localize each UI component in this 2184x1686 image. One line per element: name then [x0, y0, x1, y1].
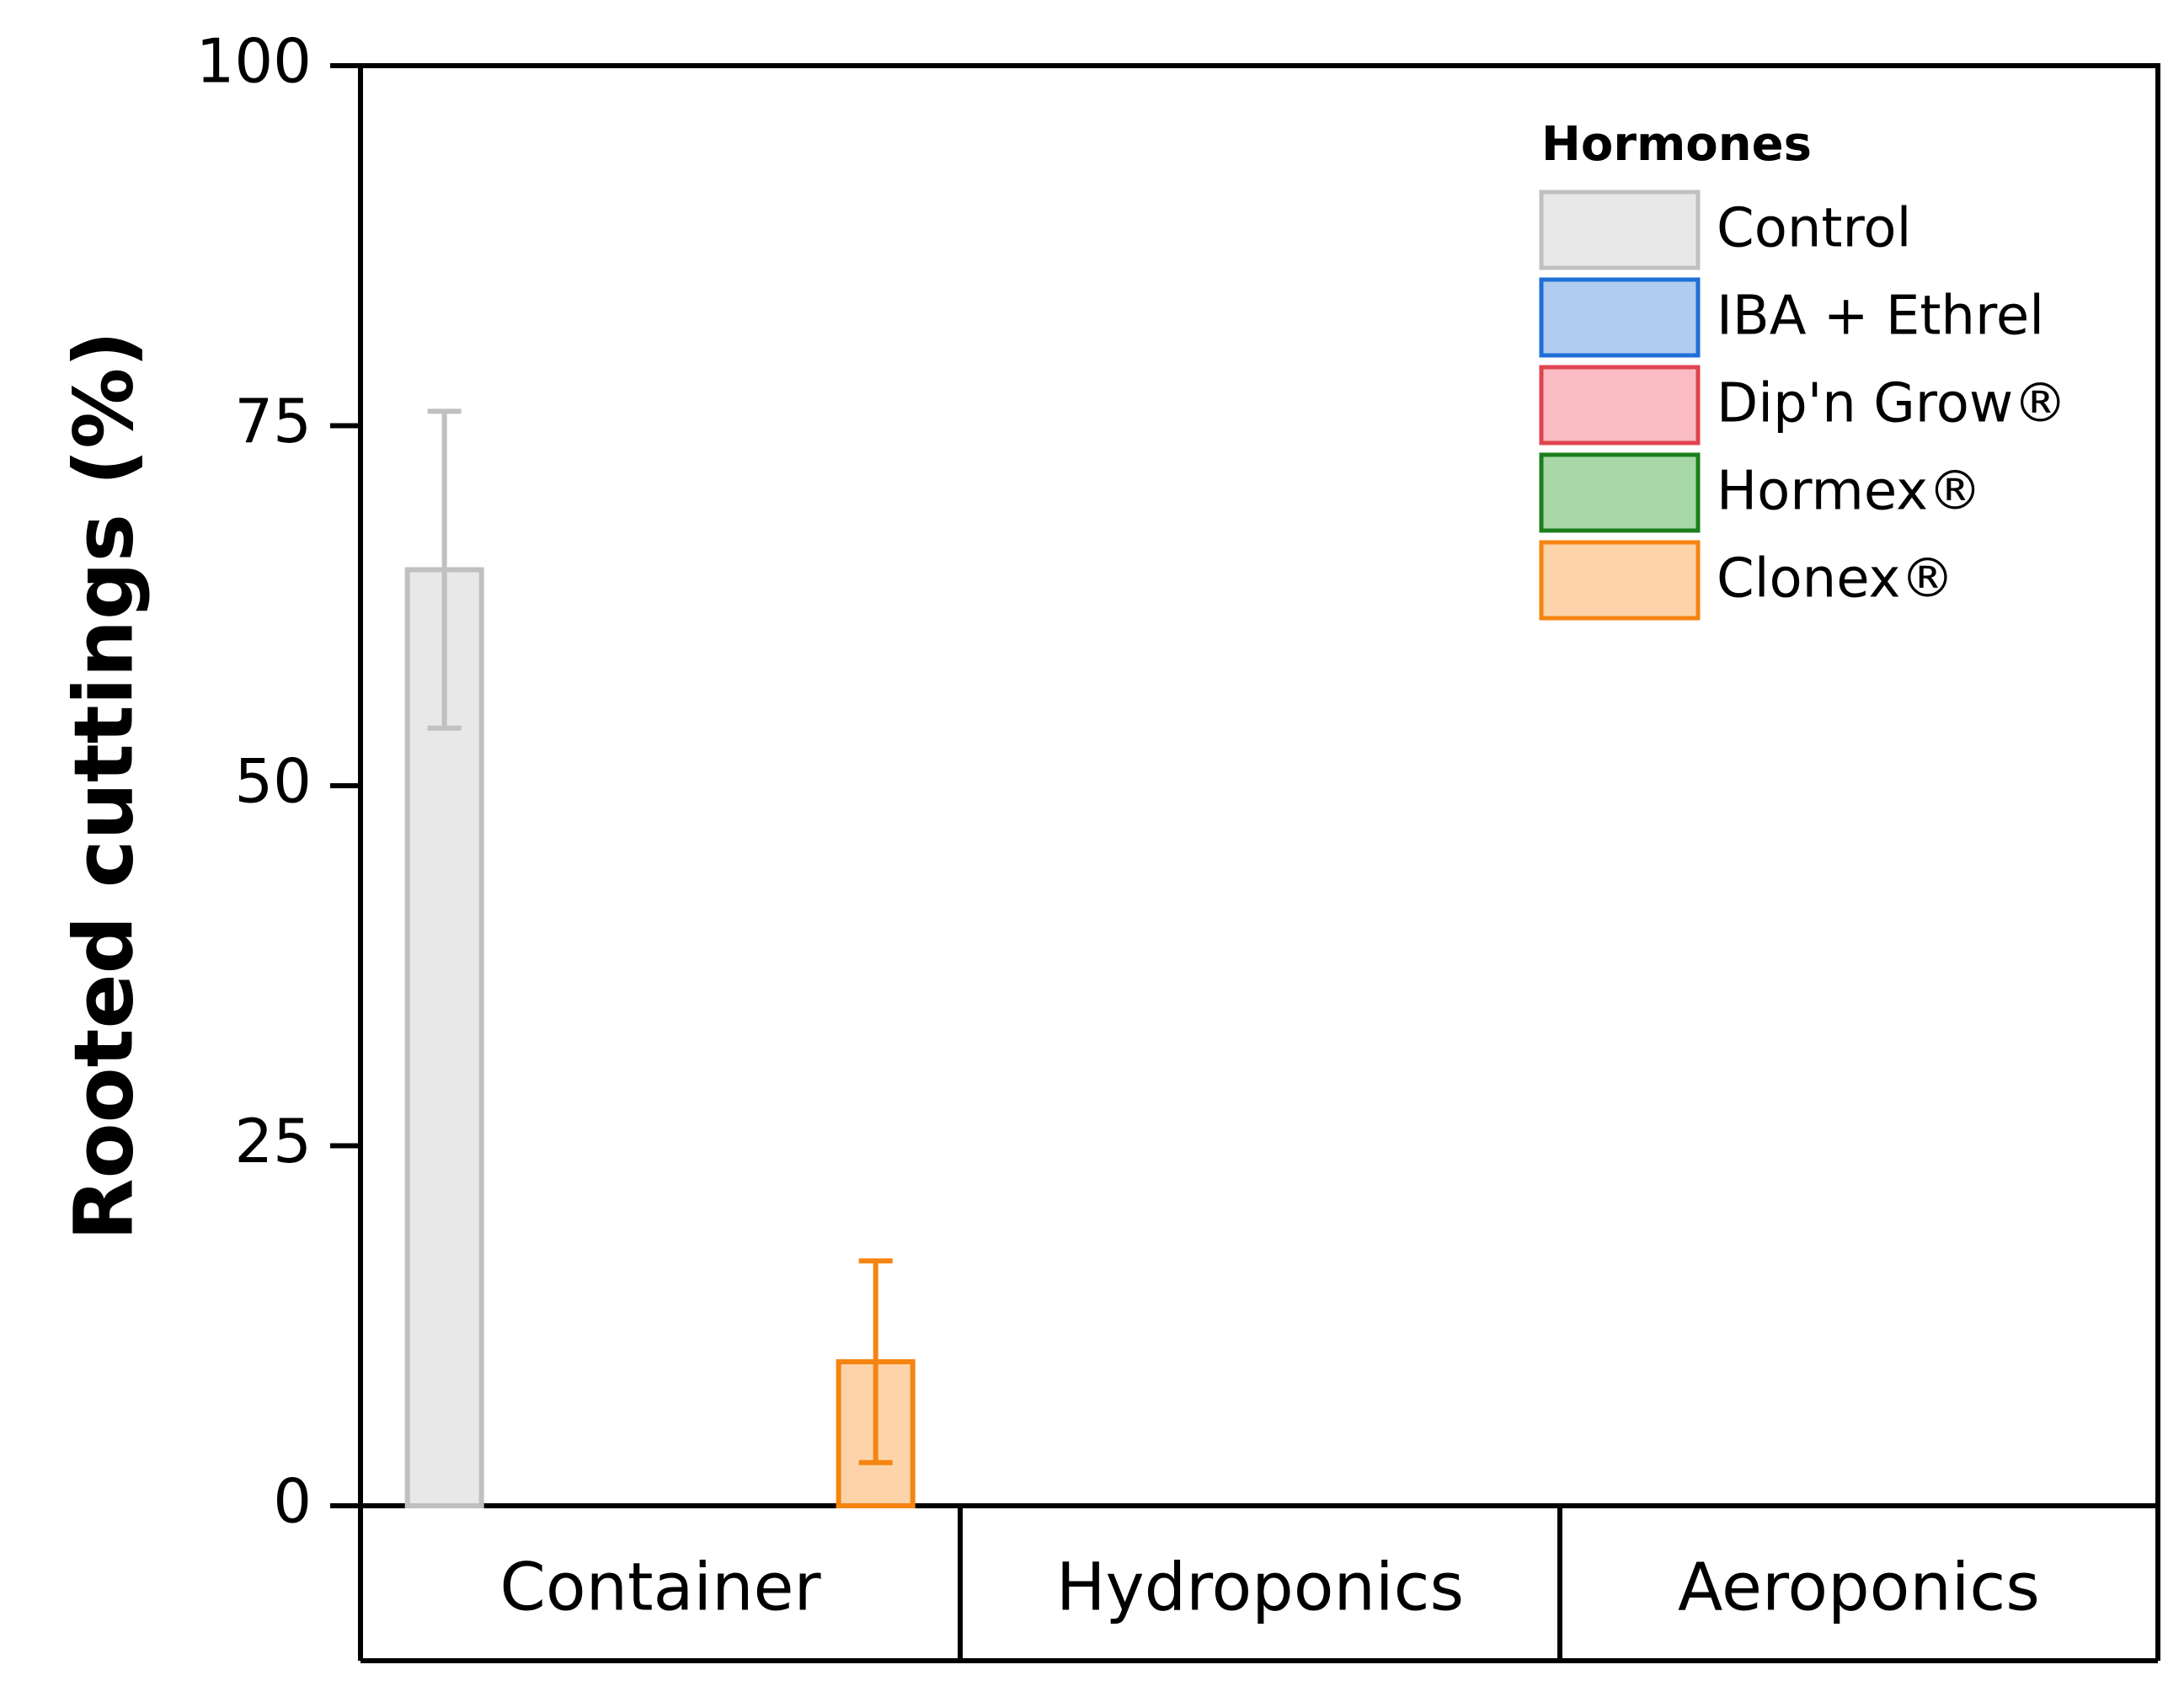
legend-label-hormex: Hormex® [1717, 461, 1982, 523]
legend-label-clonex: Clonex® [1717, 548, 1954, 611]
bars-group [404, 408, 916, 1508]
legend-swatch-clonex [1539, 540, 1701, 621]
category-label-aeroponics: Aeroponics [1678, 1550, 2040, 1625]
legend-swatch-iba-ethrel [1539, 277, 1701, 358]
y-tick-label-50: 50 [234, 746, 312, 817]
legend-swatch-control [1539, 189, 1701, 270]
y-tick-label-0: 0 [273, 1466, 312, 1537]
legend-label-iba-ethrel: IBA + Ethrel [1717, 285, 2044, 348]
y-axis: 0 25 50 75 100 [196, 26, 360, 1537]
legend-swatch-dip-n-grow [1539, 365, 1701, 446]
y-tick-label-25: 25 [234, 1106, 312, 1176]
category-label-container: Container [499, 1550, 821, 1625]
plot-frame [358, 63, 2160, 1508]
legend-title: Hormones [1541, 117, 1812, 172]
error-bar-control-0 [427, 408, 462, 731]
legend-label-dip-n-grow: Dip'n Grow® [1717, 373, 2067, 435]
legend: Hormones Control IBA + Ethrel Dip'n Grow® H… [1539, 117, 2067, 621]
legend-label-control: Control [1717, 198, 1911, 260]
y-tick-label-100: 100 [196, 26, 312, 97]
legend-swatch-hormex [1539, 452, 1701, 533]
y-tick-label-75: 75 [234, 386, 312, 456]
y-axis-label: Rooted cuttings (%) [56, 331, 151, 1240]
error-bar-clonex-0 [858, 1258, 893, 1465]
category-label-hydroponics: Hydroponics [1056, 1550, 1464, 1625]
